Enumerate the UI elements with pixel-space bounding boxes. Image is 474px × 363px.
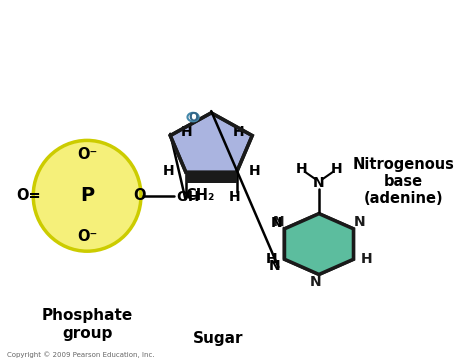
Text: N: N bbox=[270, 216, 282, 231]
Text: H: H bbox=[361, 252, 373, 266]
Polygon shape bbox=[186, 172, 237, 174]
Text: N: N bbox=[310, 275, 321, 289]
Text: H: H bbox=[265, 252, 277, 266]
Text: O: O bbox=[133, 188, 146, 203]
Text: Sugar: Sugar bbox=[193, 331, 244, 346]
Text: N: N bbox=[313, 176, 325, 190]
Text: O=: O= bbox=[17, 188, 41, 203]
Text: H: H bbox=[181, 125, 192, 139]
Text: O⁻: O⁻ bbox=[77, 147, 97, 162]
Polygon shape bbox=[284, 214, 354, 274]
Circle shape bbox=[187, 113, 199, 121]
Text: Phosphate
group: Phosphate group bbox=[41, 308, 133, 341]
Polygon shape bbox=[170, 113, 252, 172]
Ellipse shape bbox=[33, 140, 141, 251]
Text: O: O bbox=[188, 111, 198, 123]
Text: N: N bbox=[268, 259, 280, 273]
Text: H: H bbox=[232, 125, 244, 139]
Text: OH: OH bbox=[176, 190, 200, 204]
Text: CH₂: CH₂ bbox=[185, 188, 215, 203]
Polygon shape bbox=[284, 214, 354, 274]
Text: H: H bbox=[228, 190, 240, 204]
Text: O⁻: O⁻ bbox=[77, 229, 97, 244]
Text: H: H bbox=[295, 162, 307, 176]
Text: N: N bbox=[273, 215, 285, 229]
Polygon shape bbox=[284, 227, 337, 259]
Polygon shape bbox=[186, 172, 237, 183]
Text: Copyright © 2009 Pearson Education, Inc.: Copyright © 2009 Pearson Education, Inc. bbox=[8, 352, 155, 358]
Text: H: H bbox=[331, 162, 343, 176]
Text: H: H bbox=[248, 164, 260, 178]
Text: Nitrogenous
base
(adenine): Nitrogenous base (adenine) bbox=[352, 156, 454, 207]
Text: H: H bbox=[163, 164, 174, 178]
Text: P: P bbox=[80, 186, 94, 205]
Text: N: N bbox=[353, 215, 365, 229]
